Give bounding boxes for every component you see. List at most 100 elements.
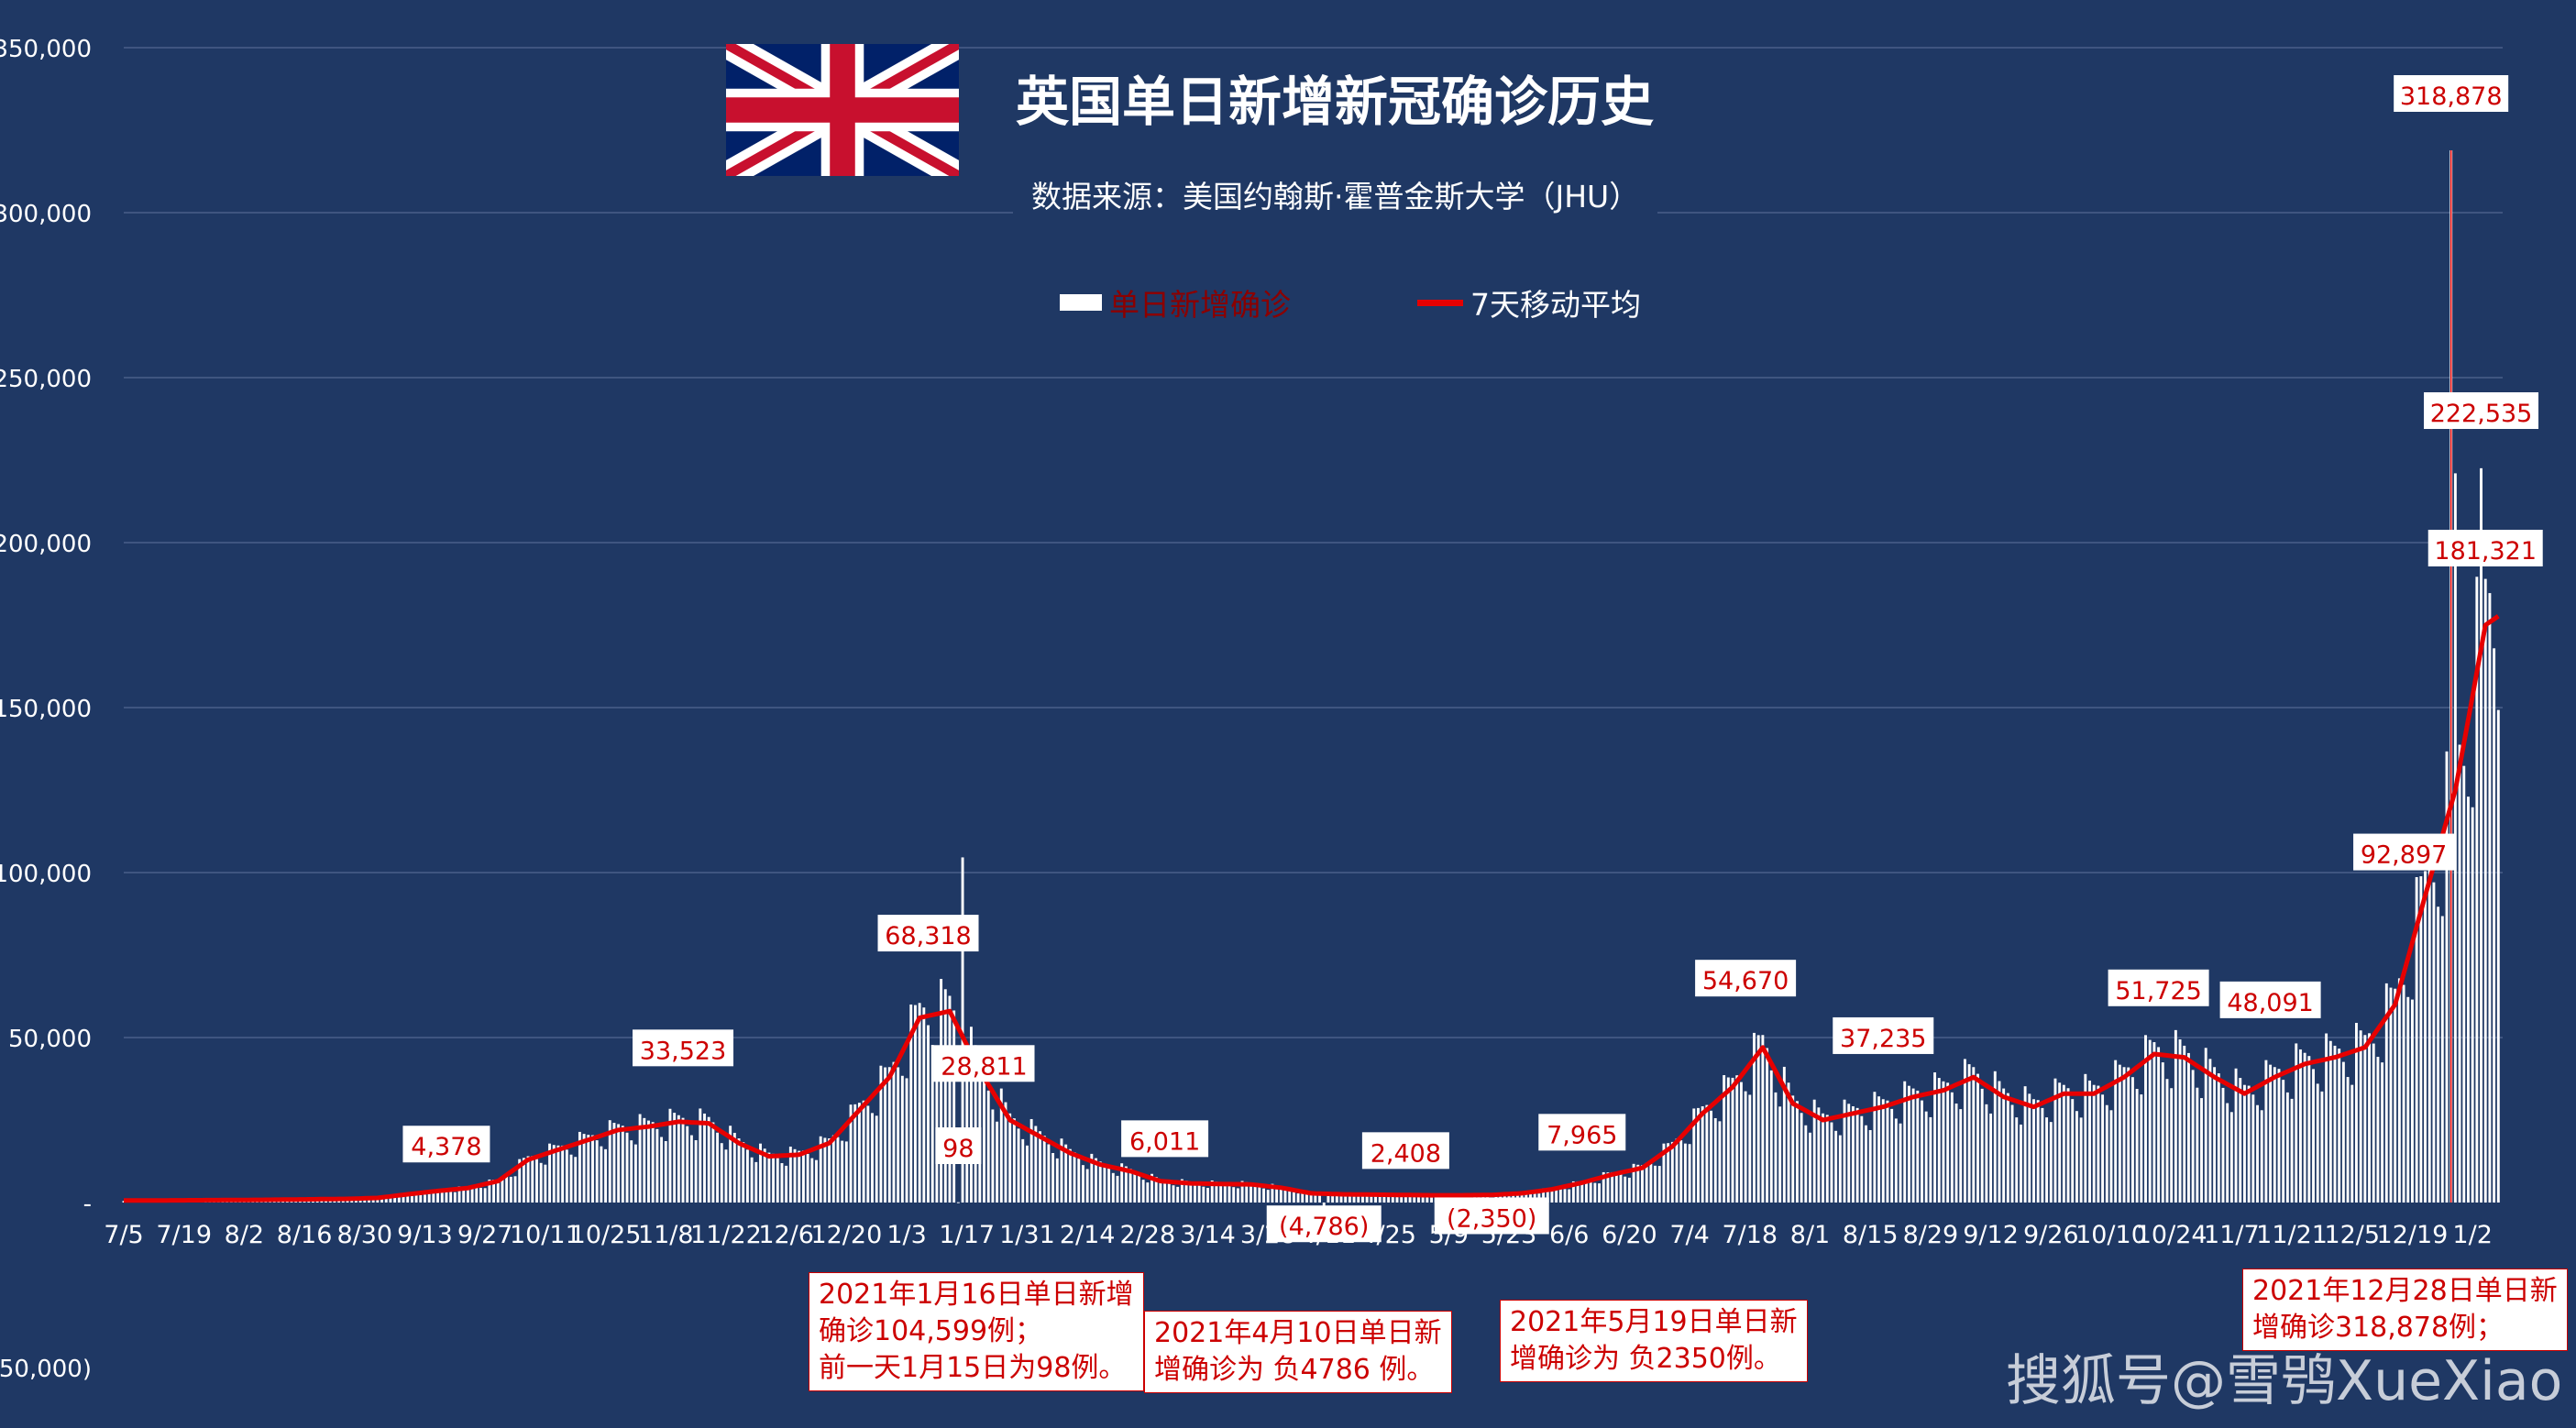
daily-bar [2341,1061,2345,1203]
daily-bar [462,1186,466,1203]
daily-bar [600,1146,603,1203]
daily-bar [1021,1138,1025,1203]
data-label-box [2353,833,2455,871]
daily-bar [655,1128,659,1203]
daily-bar [2157,1047,2161,1203]
daily-bar [1645,1162,1648,1203]
daily-bar [1361,1192,1364,1203]
x-tick-label: 2/14 [1060,1221,1116,1249]
x-tick-label: 7/5 [104,1221,143,1249]
daily-bar [1060,1138,1063,1203]
daily-bar [453,1192,457,1203]
daily-bar [2213,1067,2217,1203]
chart-title: 英国单日新增新冠确诊历史 [1016,71,1655,133]
daily-bar [2424,871,2427,1203]
x-tick-label: 9/26 [2023,1221,2079,1249]
data-label-box [1121,1120,1209,1158]
daily-bar [1903,1081,1907,1203]
daily-bar [1795,1101,1799,1203]
daily-bar [1120,1163,1124,1203]
daily-bar [1176,1186,1180,1203]
daily-bar [1683,1143,1687,1203]
daily-bar [2368,1033,2371,1203]
daily-bar [2097,1085,2100,1203]
daily-bar [1039,1131,1041,1203]
daily-bar [1111,1172,1115,1203]
daily-bar [479,1187,482,1203]
daily-bar [1167,1182,1171,1203]
daily-bar [1525,1192,1528,1203]
daily-bar [1627,1177,1631,1203]
daily-bar [686,1126,689,1203]
data-label-box [1434,1197,1549,1235]
daily-bar [2282,1080,2285,1203]
daily-bar [2170,1088,2174,1203]
daily-bar [2208,1059,2212,1203]
daily-bar [1679,1140,1683,1203]
daily-bar [2122,1067,2126,1203]
daily-bar [1611,1171,1614,1203]
data-label-box [933,1045,1035,1082]
daily-bar [2161,1062,2164,1203]
daily-bar [1426,1194,1429,1203]
daily-bar [1017,1128,1020,1203]
x-tick-label: 8/29 [1903,1221,1959,1249]
daily-bar [2350,1084,2354,1203]
callout-dec-2021: 2021年12月28日单日新 增确诊318,878例； [2242,1269,2568,1351]
daily-bar [1219,1182,1223,1203]
data-label-box [1538,1114,1626,1151]
daily-bar [1649,1163,1653,1203]
daily-bar [556,1145,560,1203]
daily-bar [1262,1188,1265,1203]
daily-bar [1774,1092,1778,1203]
x-tick-label: 6/20 [1602,1221,1657,1249]
daily-bar [1817,1107,1821,1203]
daily-bar [2084,1073,2087,1203]
data-label: 222,535 [2430,400,2533,428]
daily-bar [1697,1107,1700,1203]
daily-bar [1546,1188,1549,1203]
daily-bar [862,1100,865,1203]
daily-bar [754,1161,758,1203]
daily-bar [1206,1188,1209,1203]
daily-bar [793,1148,797,1203]
daily-bar [716,1132,720,1203]
daily-bar [1542,1188,1546,1203]
daily-bar [2186,1052,2190,1203]
daily-bar [436,1190,440,1203]
daily-bar [1159,1179,1162,1203]
callout-line: 增确诊318,878例； [2252,1312,2504,1344]
daily-bar [393,1197,397,1203]
daily-bar [1967,1064,1971,1203]
daily-bar [871,1113,874,1203]
daily-bar [788,1147,792,1203]
daily-bar [1197,1184,1201,1203]
watermark: 搜狐号@雪鸮XueXiao [2006,1349,2563,1413]
daily-bar [2053,1078,2057,1203]
daily-bar [445,1191,448,1203]
daily-bar [2239,1078,2242,1203]
legend-line-swatch [1417,299,1463,306]
daily-bar [1989,1113,1993,1203]
daily-bar [2406,996,2410,1203]
data-label: 28,811 [941,1052,1027,1081]
daily-bar [1675,1138,1679,1203]
daily-bar [1847,1104,1851,1203]
daily-bar [2127,1067,2130,1203]
daily-bar [772,1153,776,1203]
data-label-box [2108,969,2209,1006]
daily-bar [561,1145,565,1203]
daily-bar [1283,1187,1287,1203]
daily-bar [1271,1183,1274,1203]
daily-bar [1670,1141,1674,1203]
daily-bar [745,1149,749,1203]
daily-bar [732,1132,736,1203]
daily-bar [397,1193,401,1203]
x-tick-label: 1/2 [2452,1221,2492,1249]
daily-bar [389,1197,392,1203]
daily-bar [2101,1094,2105,1203]
daily-bar [853,1104,857,1203]
callout-jan-2021: 2021年1月16日单日新增 确诊104,599例； 前一天1月15日为98例。 [809,1272,1144,1391]
x-tick-label: 8/30 [336,1221,392,1249]
